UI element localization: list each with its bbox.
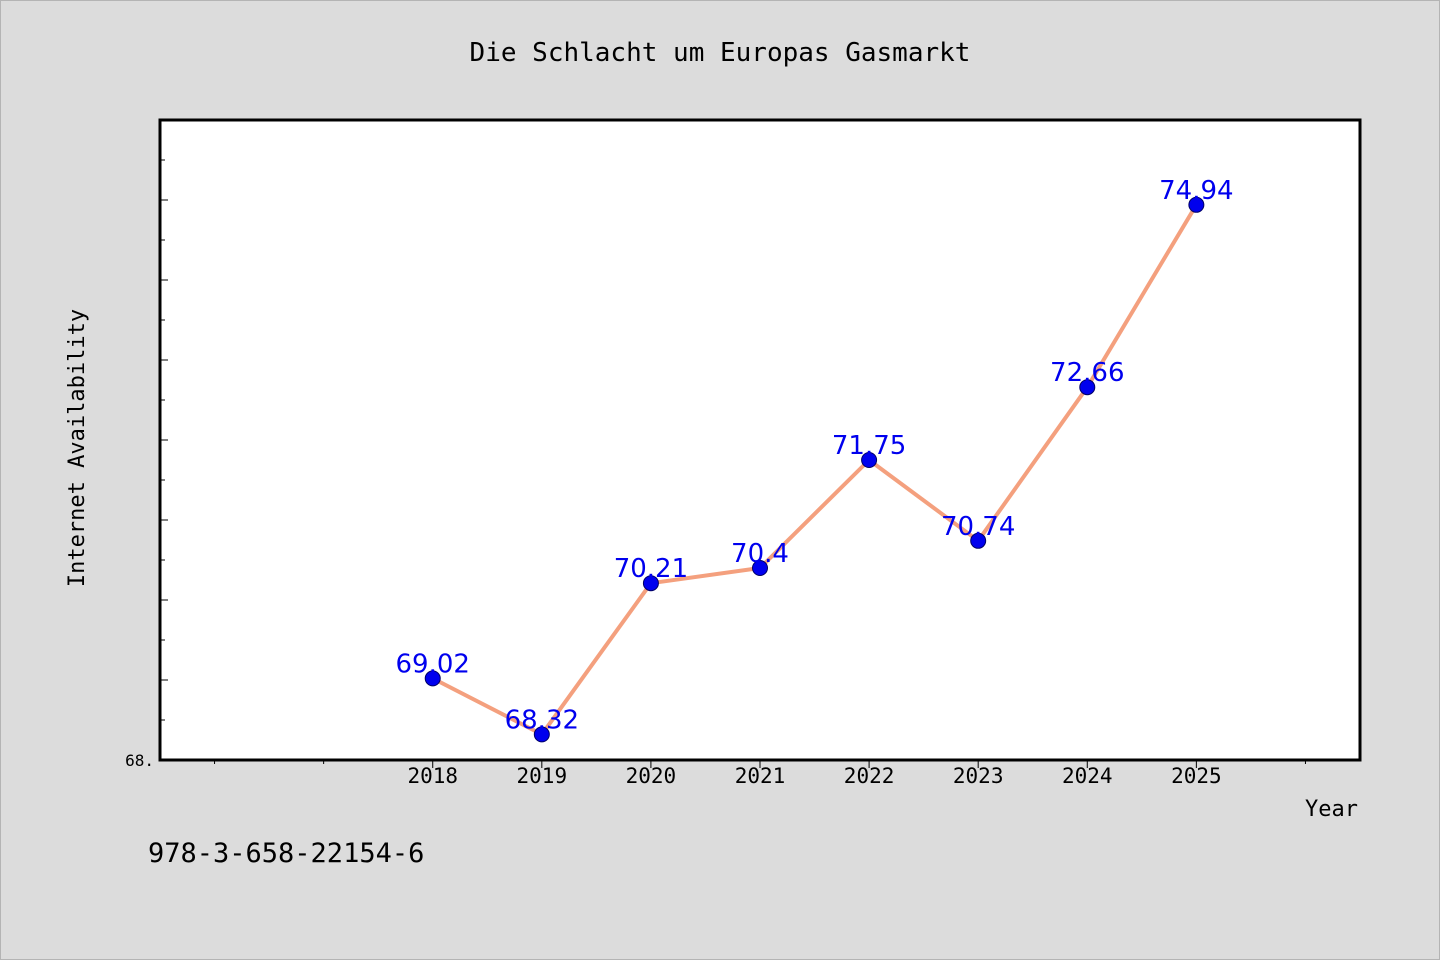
data-point [533,726,550,743]
x-tick-label: 2019 [517,764,568,788]
plot-area [160,120,1360,760]
chart-title: Die Schlacht um Europas Gasmarkt [470,38,971,68]
data-point [752,560,768,576]
x-tick-label: 2020 [626,764,677,788]
x-tick-label: 2021 [735,764,786,788]
data-point [1188,196,1205,213]
y-tick-label: 68. [125,751,154,770]
data-label: 70.21 [614,554,688,584]
data-point [424,670,441,687]
x-axis-label: Year [1305,797,1358,822]
data-label: 69.02 [396,649,470,679]
y-axis-label: Internet Availability [65,309,90,587]
x-tick-label: 2018 [407,764,458,788]
x-tick-label: 2022 [844,764,895,788]
x-tick-label: 2024 [1062,764,1113,788]
x-tick-label: 2025 [1171,764,1222,788]
data-label: 68.32 [505,705,579,735]
series-line [430,202,1199,737]
series-1: 69.02 68.32 70.21 70.4 71.75 70.74 72.66 74.94 [396,176,1234,743]
data-point [1079,379,1096,396]
data-label: 74.94 [1159,176,1233,206]
plot-border [158,118,1362,762]
data-label: 70.74 [941,512,1015,542]
data-point [642,575,659,592]
data-label: 70.4 [731,539,789,569]
data-point [861,452,878,468]
isbn-text: 978-3-658-22154-6 [148,838,424,869]
data-point [970,532,987,549]
x-tick-label: 2023 [953,764,1004,788]
x-tick-labels: 2018 2019 2020 2021 2022 2023 2024 2025 [407,764,1221,788]
data-label: 71.75 [832,431,906,461]
data-label: 72.66 [1050,358,1124,388]
